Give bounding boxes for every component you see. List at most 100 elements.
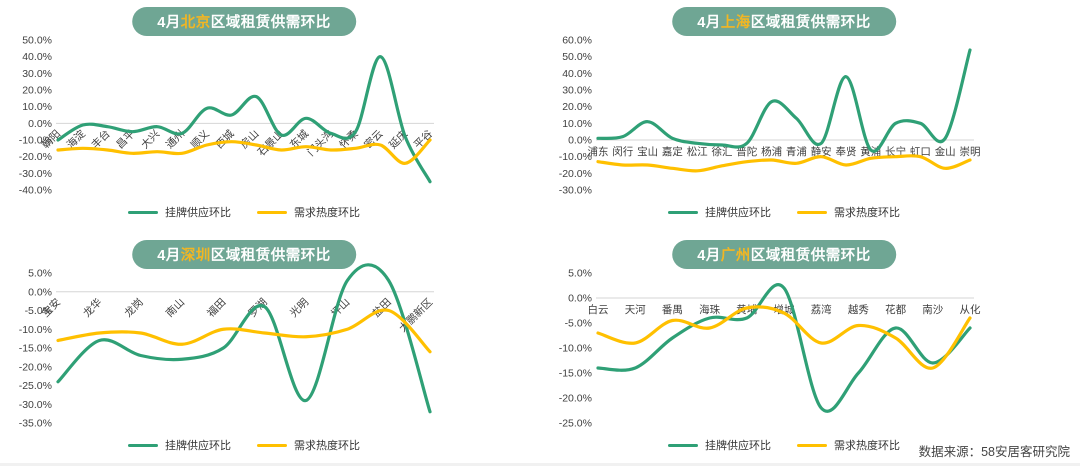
y-axis-tick-label: 30.0%: [22, 68, 52, 80]
supply-line: [56, 55, 432, 184]
y-axis-tick-label: 0.0%: [28, 286, 52, 298]
legend-label-demand: 需求热度环比: [834, 440, 900, 452]
legend-label-demand: 需求热度环比: [834, 207, 900, 219]
x-axis-category-label: 松江: [687, 145, 708, 158]
demand-line-swatch: [257, 210, 287, 214]
legend-item-supply: 挂牌供应环比: [668, 437, 771, 453]
legend-label-demand: 需求热度环比: [294, 207, 360, 219]
chart-title-city: 深圳: [180, 248, 211, 264]
x-axis-category-label: 福田: [204, 296, 228, 320]
demand-line-swatch: [797, 210, 827, 214]
y-axis-tick-label: 5.0%: [568, 268, 592, 280]
y-axis-tick-label: 30.0%: [562, 85, 592, 97]
supply-line: [56, 263, 432, 414]
y-axis-tick-label: -20.0%: [559, 168, 592, 180]
chart-title-city: 广州: [720, 248, 751, 264]
legend-item-demand: 需求热度环比: [797, 437, 900, 453]
chart-title-prefix: 4月: [157, 15, 181, 31]
supply-line-swatch: [128, 443, 158, 447]
y-axis-tick-label: 10.0%: [22, 101, 52, 113]
x-axis-category-label: 奉贤: [836, 145, 857, 158]
y-axis-tick-label: -10.0%: [19, 324, 52, 336]
x-axis-category-label: 静安: [811, 145, 832, 158]
y-axis-tick-label: -30.0%: [19, 168, 52, 180]
x-axis-category-label: 天河: [625, 304, 646, 316]
y-axis-tick-label: -35.0%: [19, 418, 52, 430]
x-axis-category-label: 龙岗: [122, 296, 146, 320]
x-axis-category-label: 光明: [287, 296, 311, 320]
chart-legend: 挂牌供应环比 需求热度环比: [128, 437, 360, 453]
chart-plot-guangzhou: 5.0% 0.0% -5.0% -10.0% -15.0% -20.0% -25.0% 白云 天…: [559, 268, 981, 430]
demand-line: [596, 305, 972, 370]
chart-plot-beijing: 50.0% 40.0% 30.0% 20.0% 10.0% 0.0% -10.0% -20.0…: [19, 35, 436, 197]
y-axis-tick-label: -30.0%: [19, 399, 52, 411]
y-axis-tick-label: -20.0%: [19, 151, 52, 163]
y-axis-tick-label: 0.0%: [28, 118, 52, 130]
y-axis-tick-label: 5.0%: [28, 268, 52, 280]
chart-panel-shenzhen: 5.0% 0.0% -5.0% -10.0% -15.0% -20.0% -25.0% -30…: [0, 233, 540, 466]
legend-item-demand: 需求热度环比: [257, 204, 360, 220]
x-axis-category-label: 杨浦: [761, 145, 783, 158]
chart-title-badge: 4月广州区域租赁供需环比: [672, 240, 896, 269]
legend-label-supply: 挂牌供应环比: [165, 440, 231, 452]
x-axis-category-label: 南沙: [922, 303, 943, 316]
x-axis-category-label: 从化: [960, 303, 981, 316]
demand-line: [596, 154, 972, 173]
legend-item-supply: 挂牌供应环比: [128, 437, 231, 453]
y-axis-tick-label: -20.0%: [19, 361, 52, 373]
supply-line-swatch: [668, 443, 698, 447]
y-axis-tick-label: -10.0%: [559, 343, 592, 355]
chart-title-suffix: 区域租赁供需环比: [750, 15, 871, 31]
chart-title-suffix: 区域租赁供需环比: [750, 248, 871, 264]
chart-title-prefix: 4月: [697, 15, 721, 31]
y-axis-tick-label: 40.0%: [562, 68, 592, 80]
legend-label-supply: 挂牌供应环比: [705, 440, 771, 452]
y-axis-tick-label: -25.0%: [559, 418, 592, 430]
x-axis-category-label: 闵行: [612, 145, 633, 158]
legend-item-supply: 挂牌供应环比: [128, 204, 231, 220]
y-axis-tick-label: 0.0%: [568, 293, 592, 305]
y-axis-tick-label: 0.0%: [568, 135, 592, 147]
x-axis-category-label: 徐汇: [712, 145, 733, 158]
demand-line-swatch: [257, 443, 287, 447]
chart-title-prefix: 4月: [697, 248, 721, 264]
chart-title-prefix: 4月: [157, 248, 181, 264]
legend-label-supply: 挂牌供应环比: [705, 207, 771, 219]
chart-title-suffix: 区域租赁供需环比: [210, 248, 331, 264]
y-axis-tick-label: 50.0%: [562, 51, 592, 63]
legend-item-demand: 需求热度环比: [797, 204, 900, 220]
x-axis-category-label: 增城: [774, 303, 795, 316]
chart-legend: 挂牌供应环比 需求热度环比: [668, 204, 900, 220]
y-axis-tick-label: 40.0%: [22, 51, 52, 63]
y-axis-tick-label: -40.0%: [19, 185, 52, 197]
y-axis-tick-label: 10.0%: [562, 118, 592, 130]
x-axis-category-label: 白云: [588, 303, 609, 316]
data-source-note: 数据来源：58安居客研究院: [918, 445, 1070, 459]
chart-title-city: 上海: [720, 15, 751, 31]
demand-line: [56, 308, 432, 354]
x-axis-category-label: 盐田: [370, 296, 394, 320]
x-axis-category-label: 海珠: [699, 303, 721, 316]
x-axis-category-label: 番禺: [662, 304, 683, 316]
x-axis-category-label: 花都: [885, 303, 907, 316]
demand-line-swatch: [797, 443, 827, 447]
chart-title-suffix: 区域租赁供需环比: [210, 15, 331, 31]
x-axis-category-label: 西城: [213, 128, 237, 152]
y-axis-tick-label: 60.0%: [562, 35, 592, 47]
chart-legend: 挂牌供应环比 需求热度环比: [668, 437, 900, 453]
chart-title-badge: 4月深圳区域租赁供需环比: [132, 240, 356, 269]
chart-title-badge: 4月上海区域租赁供需环比: [672, 7, 896, 36]
x-axis-category-label: 浦东: [588, 145, 609, 158]
demand-line: [56, 138, 432, 165]
y-axis-tick-label: 20.0%: [22, 85, 52, 97]
x-axis-category-label: 金山: [935, 145, 956, 158]
x-axis-category-label: 崇明: [960, 146, 981, 158]
x-axis-category-label: 青浦: [786, 145, 807, 158]
chart-plot-shanghai: 60.0% 50.0% 40.0% 30.0% 20.0% 10.0% 0.0% -10.0%…: [559, 35, 981, 197]
y-axis-tick-label: -20.0%: [559, 393, 592, 405]
y-axis-tick-label: -10.0%: [19, 135, 52, 147]
chart-title-city: 北京: [180, 15, 211, 31]
x-axis-category-label: 嘉定: [662, 145, 683, 158]
y-axis-tick-label: -10.0%: [559, 151, 592, 163]
y-axis-tick-label: -25.0%: [19, 380, 52, 392]
